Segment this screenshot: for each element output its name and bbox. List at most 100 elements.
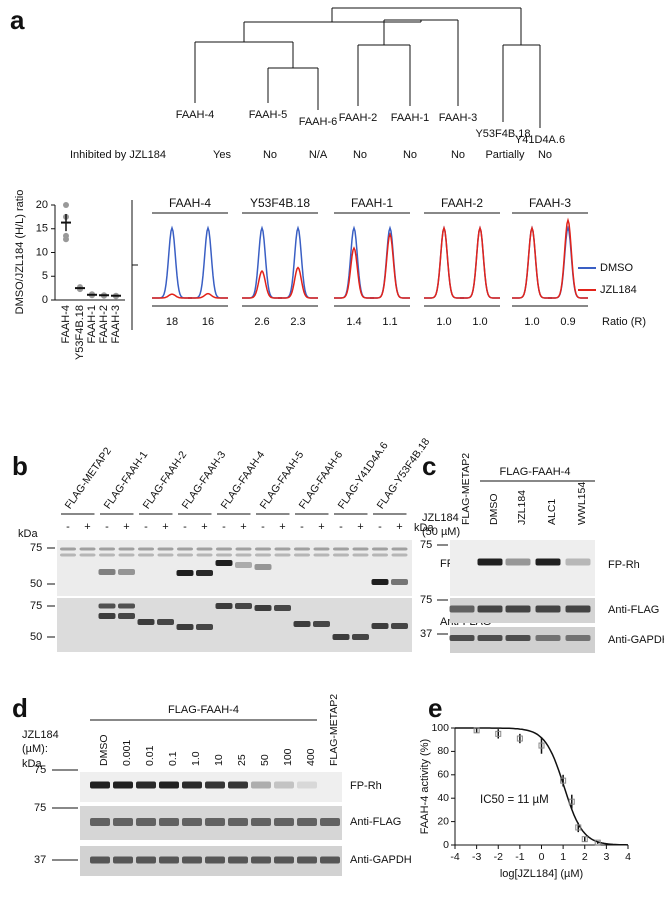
blot-band: [391, 623, 408, 629]
treatment-sign: -: [183, 521, 187, 533]
blot-band: [215, 603, 233, 609]
blot-band: [391, 579, 408, 585]
blot-band: [176, 624, 194, 630]
data-point: [594, 839, 601, 846]
treatment-sign: +: [240, 521, 246, 533]
blot-band: [251, 781, 271, 789]
blot-band: [477, 635, 503, 641]
lane-label: DMSO: [98, 735, 110, 767]
treatment-sign: -: [66, 521, 70, 533]
blot-band: [182, 818, 202, 826]
lane-label: DMSO: [488, 494, 500, 526]
marker-label: 37: [420, 628, 432, 640]
blot-band: [118, 569, 135, 575]
blot-band: [274, 605, 291, 611]
data-point: [581, 836, 588, 843]
treatment-sign: -: [105, 521, 109, 533]
lane-label: JZL184: [516, 490, 528, 525]
ratio-label: 2.3: [290, 316, 305, 328]
treatment-sign: -: [339, 521, 343, 533]
blot-band: [118, 547, 135, 551]
y-tick-label: 100: [431, 722, 449, 734]
blot-band: [372, 547, 388, 551]
treatment-sign: +: [357, 521, 363, 533]
lane-label: 0.1: [167, 751, 179, 766]
data-point: [473, 727, 480, 734]
blot-band: [113, 818, 133, 826]
lane-label: 400: [305, 748, 317, 766]
lane-label: FLAG-METAP2: [460, 453, 472, 525]
lane-label: WWL154: [576, 482, 588, 525]
data-point: [516, 735, 523, 742]
blot-band: [297, 856, 317, 864]
blot-band: [60, 547, 76, 551]
blot-label: Anti-FLAG: [608, 604, 659, 616]
blot-band: [449, 605, 475, 613]
treatment-label: JZL184: [422, 512, 459, 524]
blot-band: [196, 624, 213, 630]
blot-band: [535, 605, 561, 613]
jzl-peak: [334, 246, 374, 299]
blot-band: [391, 547, 408, 551]
x-tick-label: 3: [603, 851, 609, 863]
blot-band: [228, 818, 248, 826]
blot-band: [254, 605, 272, 611]
x-tick-label: FAAH-1: [86, 305, 98, 344]
lane-label: 1.0: [190, 751, 202, 766]
jzl-peak: [152, 293, 192, 299]
dmso-peak: [152, 225, 192, 299]
ratio-label: 1.1: [382, 316, 397, 328]
panel-label: a: [10, 5, 25, 35]
blot-band: [136, 818, 156, 826]
legend-label: DMSO: [600, 262, 633, 274]
blot-band: [313, 547, 330, 551]
data-point: [495, 730, 502, 737]
jzl-peak: [370, 232, 410, 299]
blot-band: [371, 579, 389, 585]
blot-band: [118, 613, 135, 619]
blot-band: [251, 856, 271, 864]
blot-band: [98, 569, 116, 575]
blot-band: [274, 547, 291, 551]
blot-band: [215, 560, 233, 566]
dmso-peak: [370, 225, 410, 299]
y-tick-label: 5: [42, 270, 48, 282]
treatment-sign: +: [123, 521, 129, 533]
blot-band: [113, 781, 133, 789]
x-tick-label: -1: [515, 851, 524, 863]
blot-band: [79, 547, 96, 551]
leaf-label: FAAH-4: [176, 109, 215, 121]
blot-band: [255, 547, 271, 551]
dmso-peak: [460, 225, 500, 299]
blot-band: [294, 547, 310, 551]
lane-label: ALC1: [546, 499, 558, 525]
ratio-label: 2.6: [254, 316, 269, 328]
dmso-peak: [548, 225, 588, 299]
treatment-sign: +: [396, 521, 402, 533]
inhibition-status: Partially: [485, 149, 525, 161]
blot-band: [449, 635, 475, 641]
y-axis-label: DMSO/JZL184 (H/L) ratio: [14, 190, 26, 315]
leaf-label: FAAH-6: [299, 116, 338, 128]
blot-label: Anti-GAPDH: [608, 634, 664, 646]
blot-band: [205, 818, 225, 826]
ratio-label: 16: [202, 316, 214, 328]
jzl-peak: [460, 225, 500, 299]
trace-title: FAAH-4: [169, 196, 211, 210]
marker-label: 37: [34, 854, 46, 866]
treatment-sign: +: [162, 521, 168, 533]
blot: [450, 540, 595, 596]
blot-band: [255, 553, 271, 557]
blot-band: [332, 634, 350, 640]
dmso-peak: [242, 225, 282, 299]
blot-band: [136, 856, 156, 864]
y-tick-label: 20: [36, 199, 48, 211]
blot-band: [157, 553, 174, 557]
y-tick-label: 40: [437, 792, 449, 804]
blot-band: [251, 818, 271, 826]
marker-label: 75: [420, 594, 432, 606]
dmso-peak: [278, 225, 318, 299]
blot-band: [205, 781, 225, 789]
blot-band: [157, 619, 174, 625]
